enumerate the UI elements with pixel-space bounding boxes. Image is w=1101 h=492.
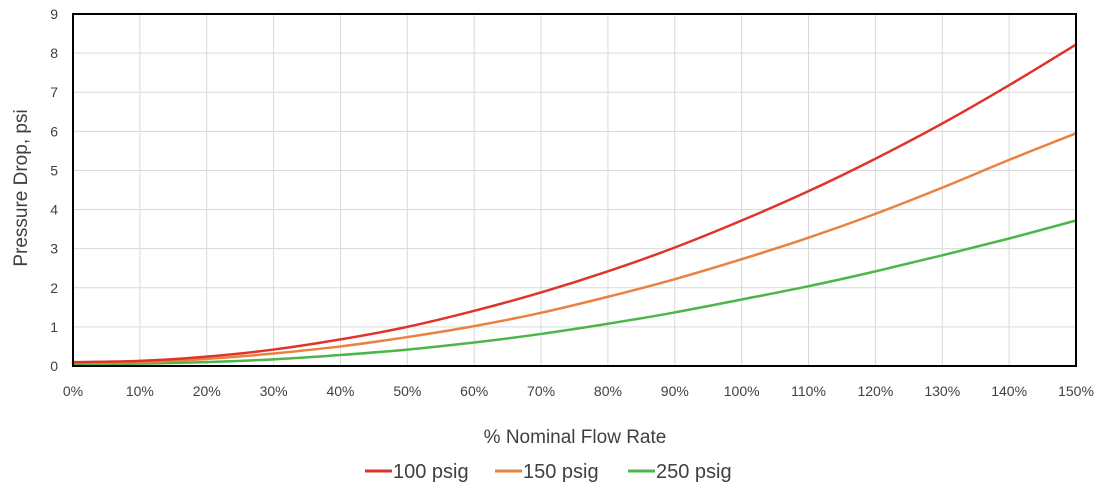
x-tick-label: 100% (724, 383, 760, 399)
y-tick-label: 9 (50, 6, 58, 22)
y-tick-label: 7 (50, 84, 58, 100)
x-tick-label: 50% (393, 383, 421, 399)
x-tick-label: 130% (924, 383, 960, 399)
x-tick-label: 40% (326, 383, 354, 399)
y-tick-label: 2 (50, 280, 58, 296)
x-axis-title: % Nominal Flow Rate (484, 427, 667, 448)
y-tick-label: 0 (50, 358, 58, 374)
y-tick-label: 8 (50, 45, 58, 61)
series-line-150-psig (71, 132, 1078, 365)
x-tick-label: 30% (260, 383, 288, 399)
legend-label-100-psig: 100 psig (393, 461, 469, 483)
legend-label-250-psig: 250 psig (656, 461, 732, 483)
x-tick-label: 140% (991, 383, 1027, 399)
y-tick-label: 5 (50, 162, 58, 178)
series-line-250-psig (71, 219, 1078, 366)
x-axis-tick-labels: 0% 10% 20% 30% 40% 50% 60% 70% 80% 90% 100% 110% 120… (63, 383, 1094, 399)
y-tick-label: 1 (50, 319, 58, 335)
y-axis-title: Pressure Drop, psi (11, 109, 32, 266)
x-tick-label: 120% (857, 383, 893, 399)
legend: 100 psig 150 psig 250 psig (365, 461, 732, 483)
x-tick-label: 60% (460, 383, 488, 399)
x-tick-label: 90% (661, 383, 689, 399)
y-tick-label: 6 (50, 123, 58, 139)
x-tick-label: 20% (193, 383, 221, 399)
plot-area-border (72, 13, 1077, 367)
grid-lines (72, 13, 1077, 367)
series-line-100-psig (71, 43, 1078, 364)
x-tick-label: 70% (527, 383, 555, 399)
x-tick-label: 0% (63, 383, 83, 399)
x-tick-label: 80% (594, 383, 622, 399)
legend-label-150-psig: 150 psig (523, 461, 599, 483)
x-tick-label: 10% (126, 383, 154, 399)
y-axis-tick-labels: 0 1 2 3 4 5 6 7 8 9 (50, 6, 58, 374)
series-lines (71, 43, 1078, 366)
x-tick-label: 110% (791, 383, 826, 399)
y-tick-label: 4 (50, 202, 58, 218)
y-tick-label: 3 (50, 241, 58, 257)
x-tick-label: 150% (1058, 383, 1094, 399)
